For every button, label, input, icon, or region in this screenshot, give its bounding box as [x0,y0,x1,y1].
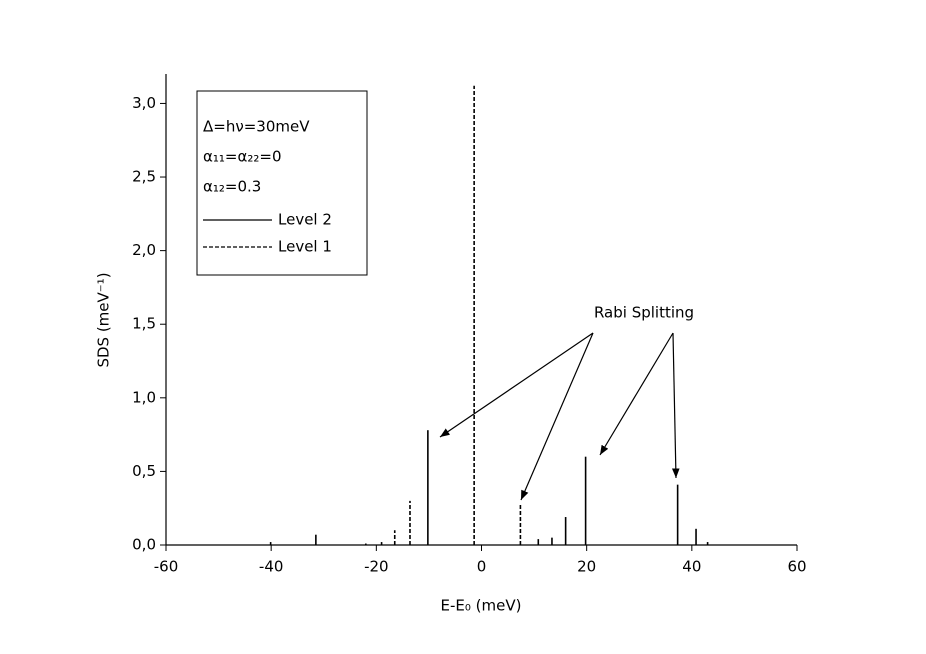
y-tick-label: 3,0 [132,94,156,112]
y-tick-label: 1,5 [132,315,156,333]
x-axis-label: E-E₀ (meV) [441,597,522,615]
legend-text: Δ=hν=30meV [203,118,310,136]
y-tick-label: 0,5 [132,462,156,480]
annotation: Rabi Splitting [594,304,694,322]
legend-text: α₁₁=α₂₂=0 [203,148,282,166]
legend-label: Level 1 [278,238,332,256]
y-tick-label: 0,0 [132,536,156,554]
x-tick-label: 60 [787,558,806,576]
legend-text: α₁₂=0.3 [203,178,261,196]
y-tick-label: 2,5 [132,168,156,186]
x-tick-label: 0 [477,558,487,576]
legend-label: Level 2 [278,211,332,229]
legend-box [196,90,368,276]
x-tick-label: -20 [364,558,389,576]
y-axis-label: SDS (meV⁻¹) [95,272,113,367]
x-tick-label: -60 [154,558,179,576]
x-tick-label: -40 [259,558,284,576]
y-tick-label: 1,0 [132,388,156,406]
x-tick-label: 40 [682,558,701,576]
x-tick-label: 20 [577,558,596,576]
y-tick-label: 2,0 [132,241,156,259]
annotation-arrows [439,332,680,501]
